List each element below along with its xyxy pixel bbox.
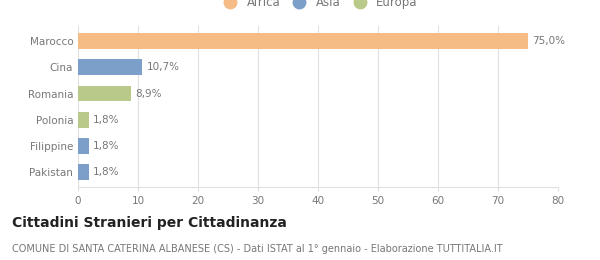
Text: Cittadini Stranieri per Cittadinanza: Cittadini Stranieri per Cittadinanza [12,216,287,230]
Text: COMUNE DI SANTA CATERINA ALBANESE (CS) - Dati ISTAT al 1° gennaio - Elaborazione: COMUNE DI SANTA CATERINA ALBANESE (CS) -… [12,244,503,254]
Bar [78,86,131,101]
Text: 8,9%: 8,9% [136,88,162,99]
Bar [78,33,528,49]
Text: 1,8%: 1,8% [93,141,119,151]
Text: 1,8%: 1,8% [93,115,119,125]
Text: 75,0%: 75,0% [532,36,565,46]
Legend: Africa, Asia, Europa: Africa, Asia, Europa [214,0,422,14]
Bar [78,60,142,75]
Bar [78,164,89,180]
Text: 1,8%: 1,8% [93,167,119,177]
Bar [78,138,89,154]
Bar [78,112,89,128]
Text: 10,7%: 10,7% [146,62,179,72]
